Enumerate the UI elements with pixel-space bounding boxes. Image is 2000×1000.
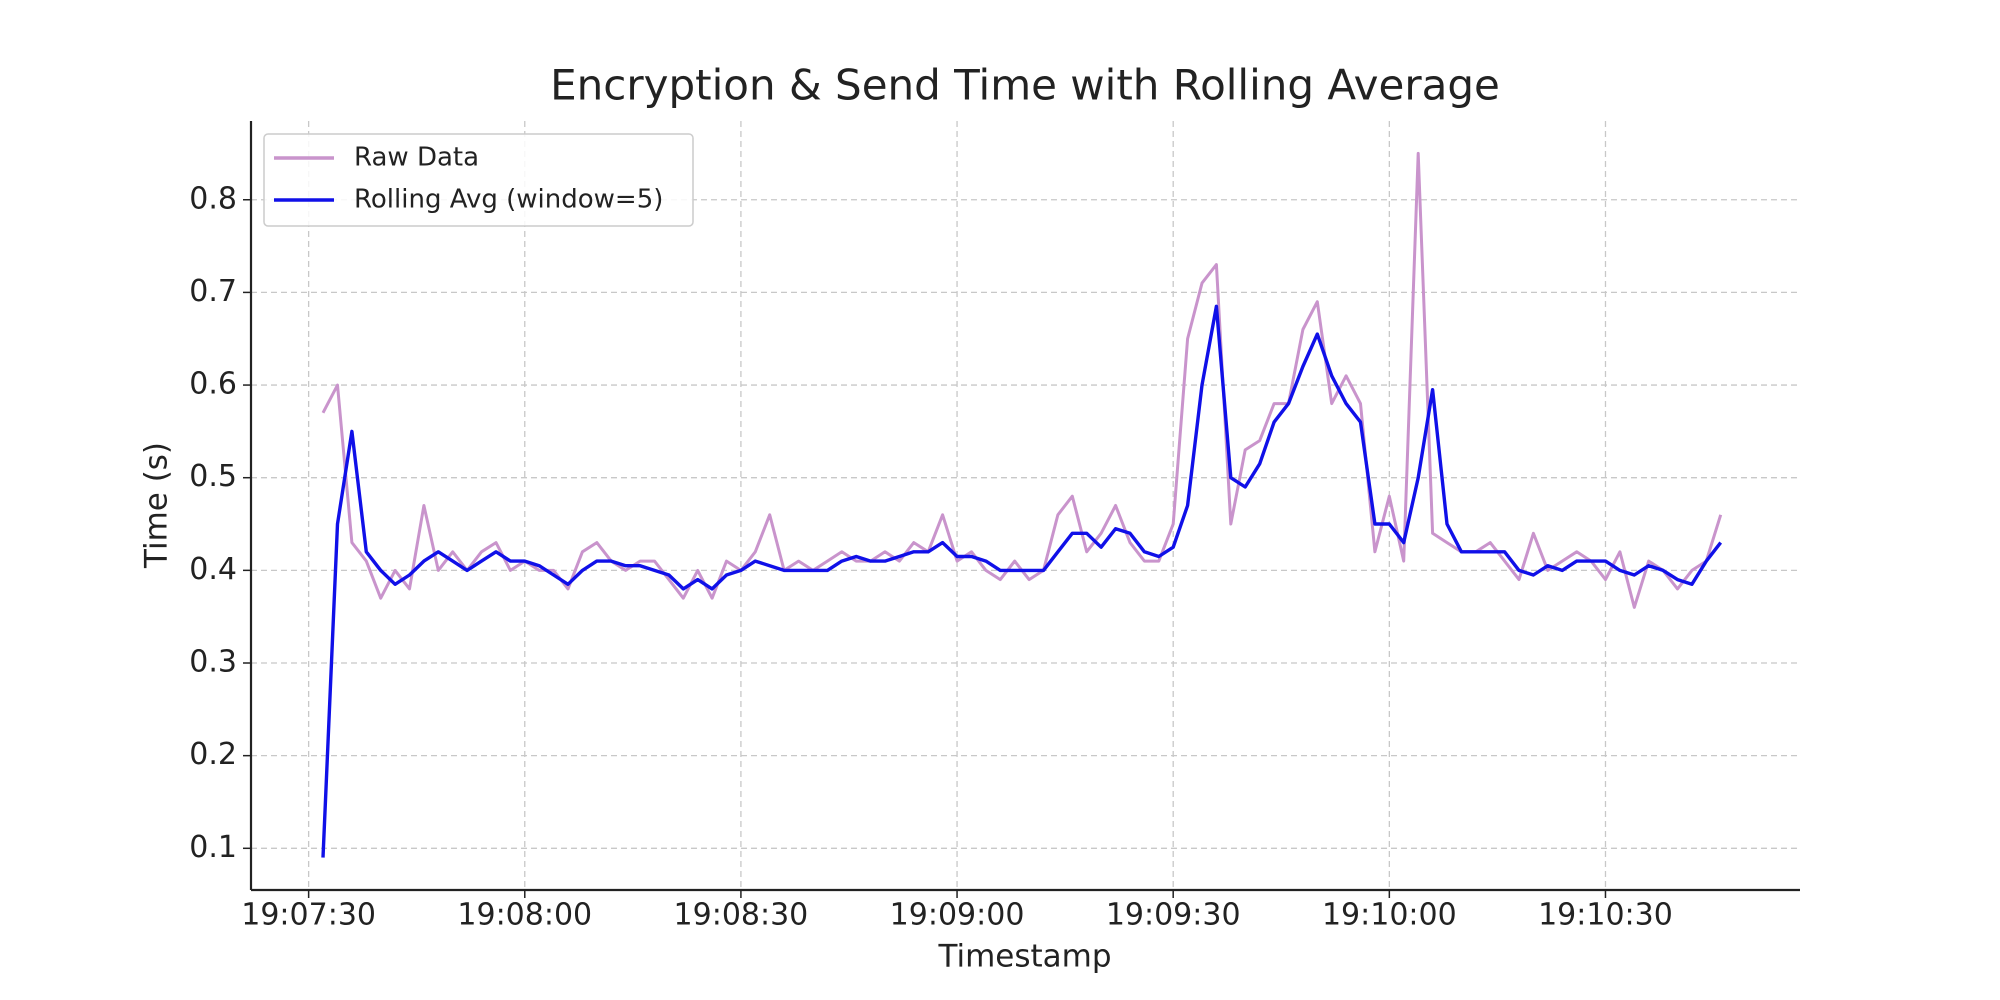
y-tick-label: 0.8 <box>189 181 237 216</box>
y-tick-label: 0.1 <box>189 830 237 865</box>
chart-title: Encryption & Send Time with Rolling Aver… <box>550 61 1500 110</box>
series-line <box>321 304 1723 858</box>
y-tick-label: 0.2 <box>189 737 237 772</box>
y-axis-label: Time (s) <box>139 442 175 569</box>
y-tick-label: 0.4 <box>189 552 237 587</box>
y-tick-label: 0.6 <box>189 367 237 402</box>
legend-box <box>263 133 694 227</box>
x-tick-label: 19:09:30 <box>1106 898 1241 933</box>
y-tick-label: 0.7 <box>189 274 237 309</box>
x-tick-label: 19:10:30 <box>1538 898 1673 933</box>
y-tick-label: 0.5 <box>189 459 237 494</box>
legend-label: Raw Data <box>354 143 479 173</box>
x-tick-label: 19:10:00 <box>1322 898 1457 933</box>
x-tick-label: 19:09:00 <box>890 898 1025 933</box>
x-tick-label: 19:08:30 <box>674 898 809 933</box>
x-tick-label: 19:07:30 <box>241 898 376 933</box>
x-tick-label: 19:08:00 <box>457 898 592 933</box>
legend-label: Rolling Avg (window=5) <box>354 185 663 215</box>
x-axis-label: Timestamp <box>937 939 1111 975</box>
y-tick-label: 0.3 <box>189 645 237 680</box>
